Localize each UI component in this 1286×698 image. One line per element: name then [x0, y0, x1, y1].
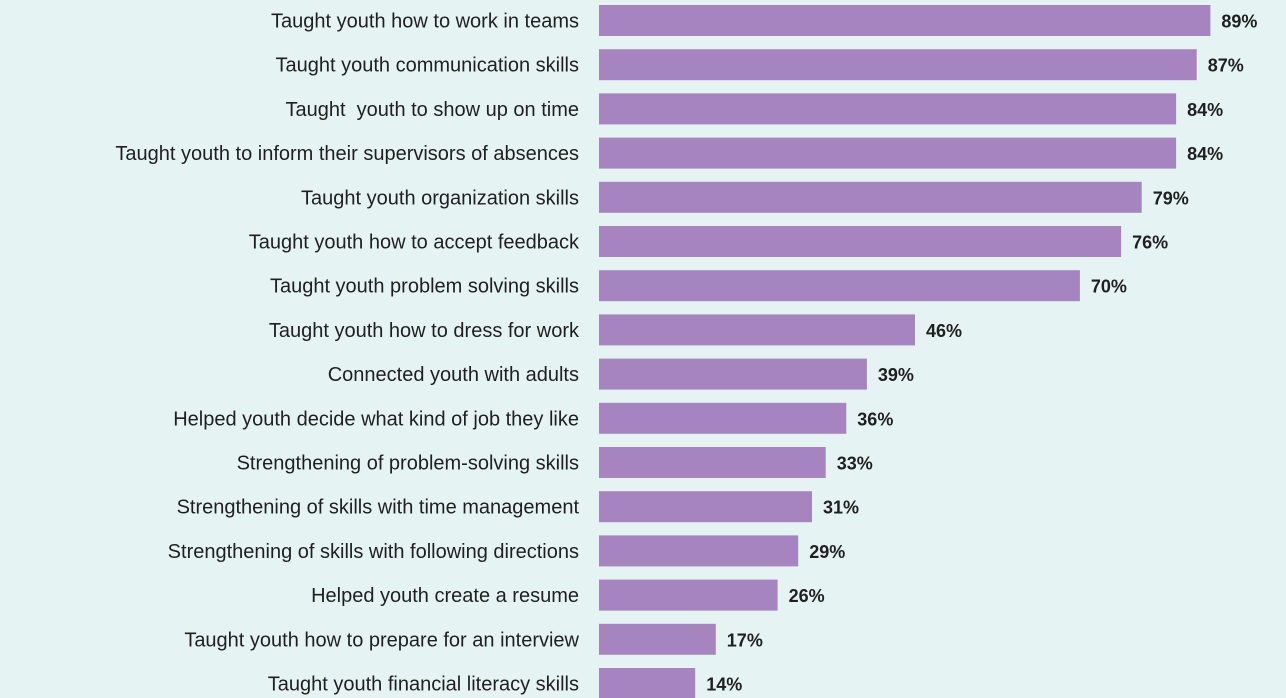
value-label: 36%: [857, 409, 893, 429]
value-label: 31%: [823, 498, 859, 518]
value-label: 29%: [809, 542, 845, 562]
bar: [599, 535, 799, 567]
bar: [599, 137, 1177, 169]
bar: [599, 181, 1142, 213]
category-label: Helped youth create a resume: [311, 585, 579, 607]
bar: [599, 579, 778, 611]
category-label: Taught youth how to accept feedback: [249, 232, 580, 254]
bar: [599, 314, 915, 346]
value-label: 84%: [1187, 144, 1223, 164]
value-label: 76%: [1132, 233, 1168, 253]
category-label: Taught youth how to dress for work: [269, 320, 580, 342]
bar: [599, 5, 1211, 36]
bar: [599, 402, 847, 434]
category-label: Taught youth how to work in teams: [271, 11, 579, 33]
value-label: 39%: [878, 365, 914, 385]
value-label: 89%: [1221, 12, 1257, 32]
bars-group: [599, 5, 1211, 698]
bar: [599, 226, 1122, 257]
value-label: 46%: [926, 321, 962, 341]
value-label: 70%: [1091, 277, 1127, 297]
category-label: Taught youth to show up on time: [285, 99, 579, 121]
bar: [599, 93, 1177, 125]
category-label: Taught youth communication skills: [276, 55, 579, 77]
bar: [599, 623, 716, 655]
category-label: Strengthening of skills with time manage…: [177, 497, 580, 519]
bar: [599, 668, 696, 698]
value-label: 87%: [1208, 56, 1244, 76]
value-labels-group: 89% 87% 84% 84% 79% 76% 70% 46% 39% 36% 33% 31% 29% 2…: [706, 12, 1257, 695]
value-label: 84%: [1187, 100, 1223, 120]
value-label: 14%: [706, 675, 742, 695]
category-label: Taught youth organization skills: [301, 187, 579, 209]
category-label: Strengthening of skills with following d…: [168, 541, 579, 563]
category-label: Strengthening of problem-solving skills: [237, 453, 579, 475]
value-label: 33%: [837, 454, 873, 474]
category-label: Taught youth problem solving skills: [270, 276, 579, 298]
category-label: Taught youth how to prepare for an inter…: [184, 629, 579, 651]
category-label: Taught youth to inform their supervisors…: [115, 143, 579, 165]
bar: [599, 358, 867, 390]
value-label: 79%: [1153, 188, 1189, 208]
category-label: Connected youth with adults: [328, 364, 579, 386]
bar: [599, 447, 826, 478]
value-label: 26%: [789, 586, 825, 606]
value-label: 17%: [727, 630, 763, 650]
category-label: Taught youth financial literacy skills: [268, 674, 579, 696]
bar: [599, 49, 1197, 81]
category-label: Helped youth decide what kind of job the…: [173, 408, 579, 430]
category-labels-group: Taught youth how to work in teams Taught …: [115, 11, 580, 696]
bar: [599, 491, 812, 523]
bar: [599, 270, 1080, 302]
